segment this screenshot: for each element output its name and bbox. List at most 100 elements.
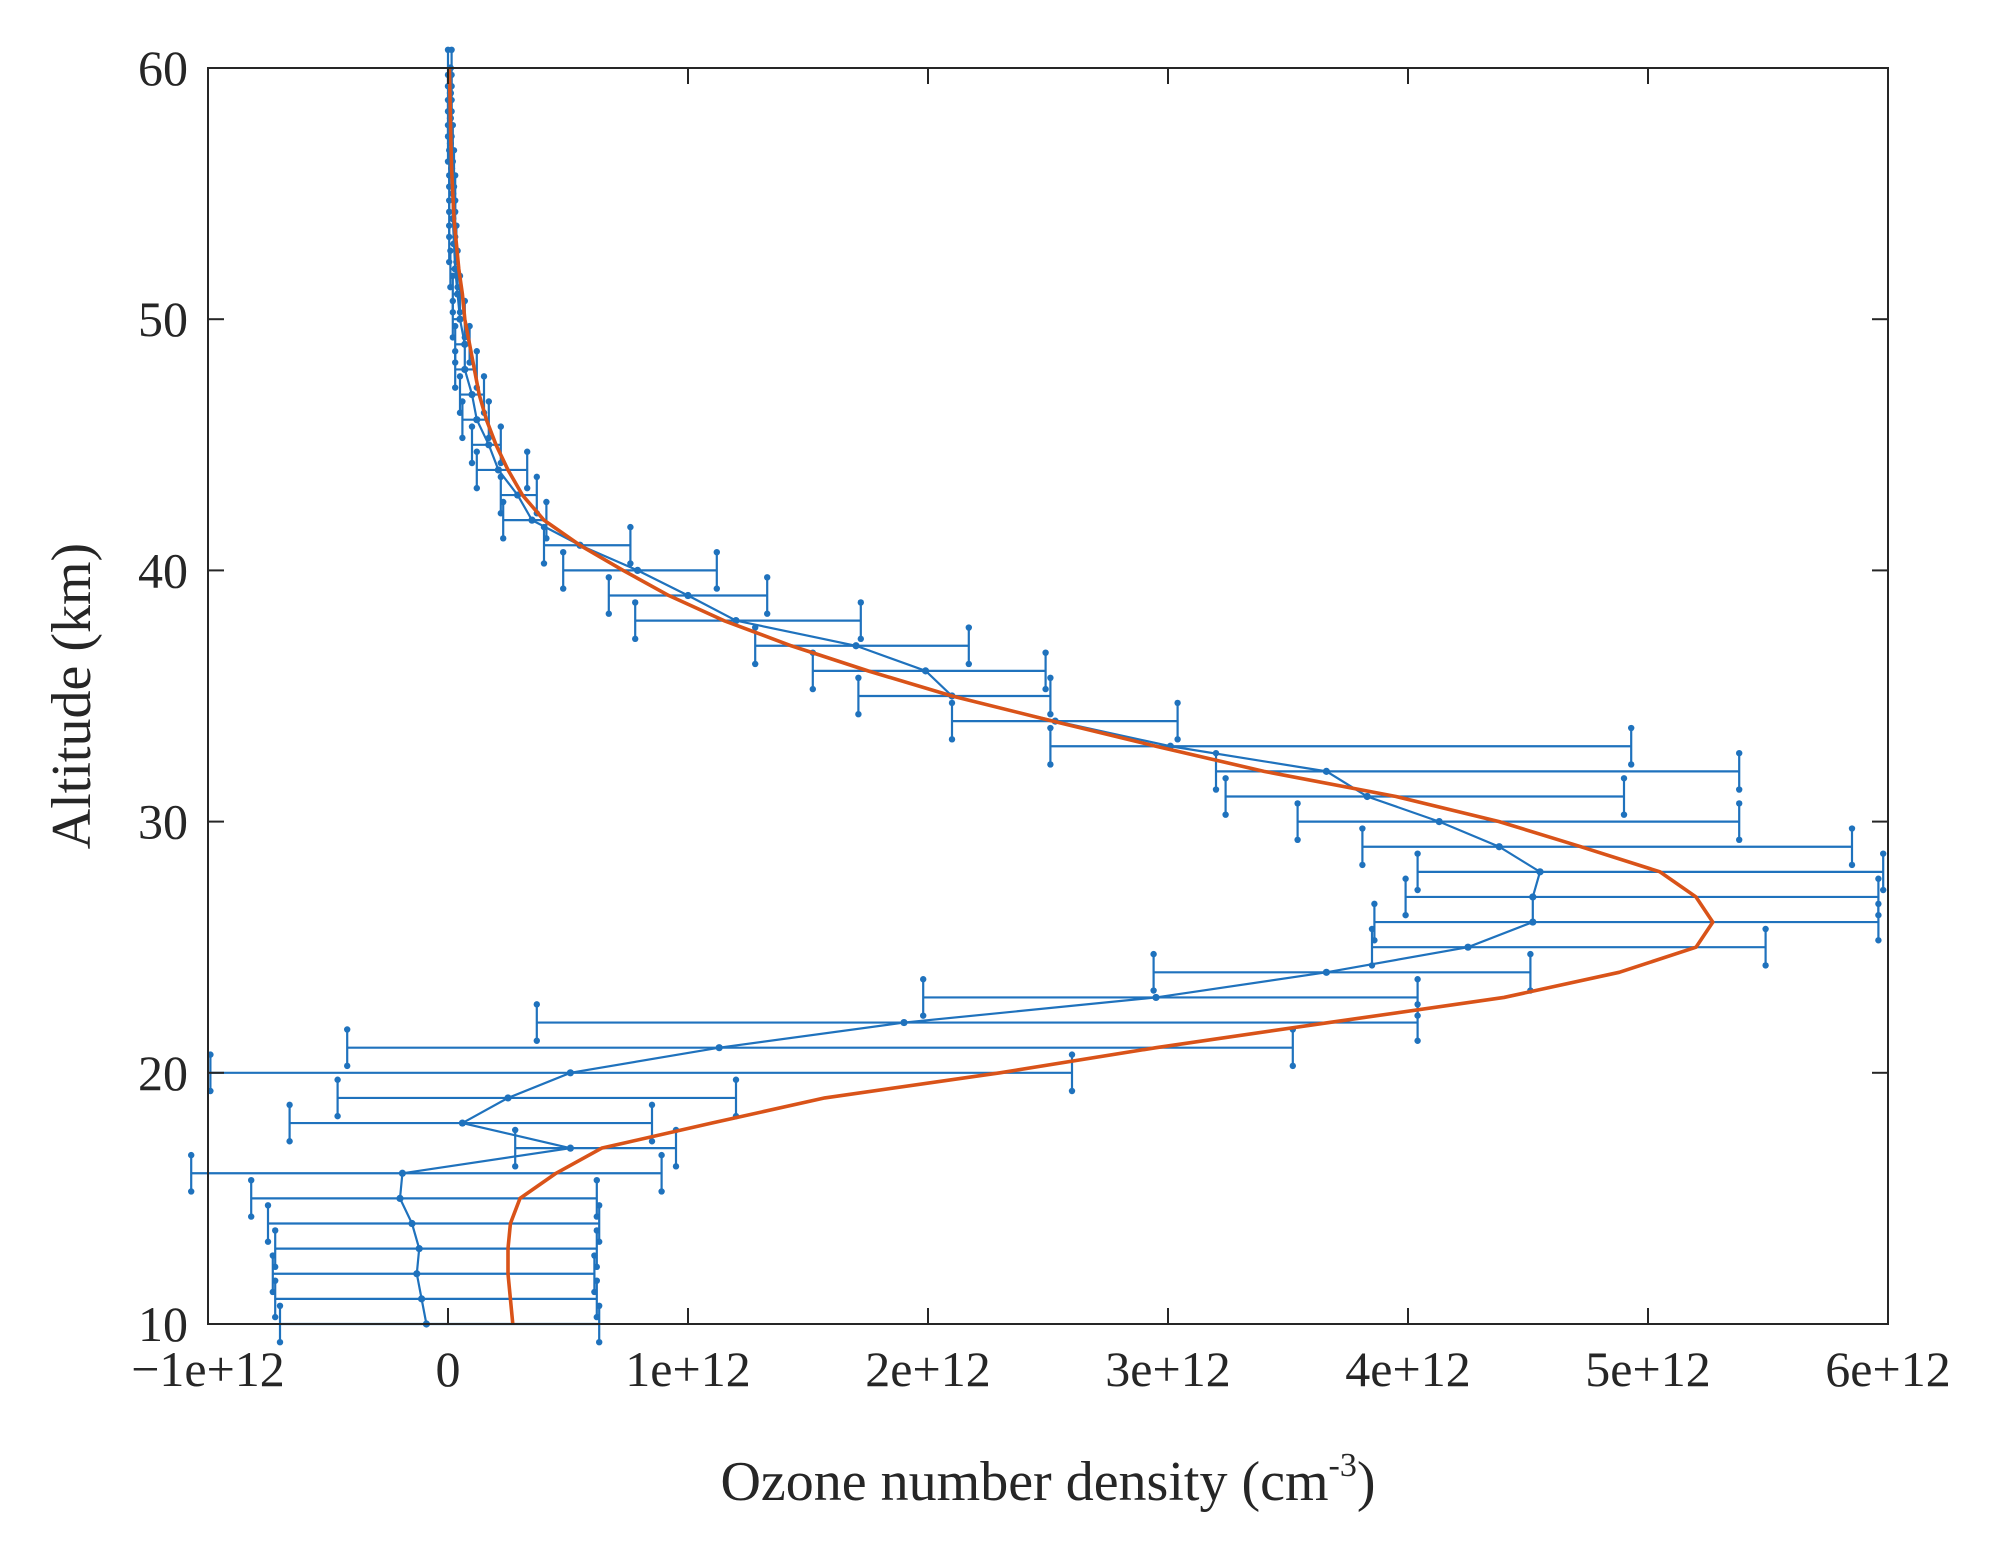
y-tick-label: 60 [138, 40, 188, 96]
errorbar-cap-dot [524, 484, 531, 492]
errorbar-cap-dot [1042, 649, 1049, 656]
errorbar-cap-dot [948, 699, 956, 707]
errorbar-cap-dot [540, 560, 548, 567]
errorbar-cap-dot [596, 1339, 603, 1346]
errorbar-cap-dot [560, 585, 567, 592]
errorbar-cap-dot [648, 1138, 656, 1145]
errorbar-cap-dot [713, 549, 720, 556]
errorbar-cap-dot [1047, 674, 1054, 681]
errorbar-cap-dot [272, 1313, 279, 1321]
errorbar-cap-dot [593, 1263, 600, 1271]
errorbar-cap-dot [533, 473, 540, 481]
errorbar-cap-dot [632, 635, 639, 643]
errorbar-cap-dot [1736, 800, 1743, 807]
errorbar-cap-dot [276, 1339, 284, 1346]
x-tick-label: −1e+12 [131, 1341, 285, 1397]
errorbar-cap-dot [452, 359, 459, 366]
x-axis-title: Ozone number density (cm-3) [720, 1447, 1375, 1513]
errorbar-cap-dot [855, 711, 862, 718]
x-tick-label: 1e+12 [625, 1341, 750, 1397]
errorbar-cap-dot [344, 1026, 351, 1033]
errorbar-cap-dot [1212, 786, 1220, 793]
errorbar-cap-dot [1848, 825, 1856, 832]
errorbar-cap-dot [497, 510, 504, 517]
errorbar-cap-dot [732, 1076, 740, 1083]
errorbar-cap-dot [473, 448, 480, 455]
errorbar-cap-dot [1414, 1012, 1421, 1019]
errorbar-cap-dot [188, 1151, 195, 1159]
errorbar-cap-dot [485, 398, 492, 405]
reference-line-series [447, 67, 1715, 1325]
errorbar-cap-dot [672, 1163, 680, 1170]
y-tick-label: 20 [138, 1045, 188, 1101]
retrieval-errorbar-series [188, 46, 1887, 1346]
x-tick-label: 0 [436, 1341, 461, 1397]
errorbar-cap-dot [809, 685, 816, 693]
errorbar-cap-dot [524, 448, 531, 455]
errorbar-cap-dot [269, 1288, 276, 1296]
errorbar-cap-dot [605, 610, 612, 617]
errorbar-cap-dot [533, 1037, 540, 1044]
errorbar-cap-dot [855, 674, 862, 681]
x-axis-title-text: Ozone number density (cm [720, 1451, 1328, 1513]
errorbar-cap-dot [1371, 937, 1378, 944]
errorbar-cap-dot [1359, 861, 1366, 869]
errorbar-point [1359, 825, 1856, 869]
errorbar-cap-dot [1880, 850, 1887, 857]
errorbar-cap-dot [1047, 761, 1054, 768]
errorbar-cap-dot [1848, 861, 1856, 869]
errorbar-cap-dot [713, 585, 720, 592]
errorbar-cap-dot [1875, 937, 1882, 944]
errorbar-cap-dot [1047, 724, 1054, 732]
errorbar-cap-dot [1875, 875, 1882, 882]
axes-box [207, 67, 1889, 1325]
errorbar-point [533, 1001, 1421, 1044]
errorbar-cap-dot [1414, 886, 1421, 894]
errorbar-cap-dot [512, 1126, 519, 1134]
errorbar-cap-dot [1628, 724, 1635, 732]
errorbar-cap-dot [452, 384, 459, 391]
errorbar-cap-dot [1289, 1062, 1297, 1070]
errorbar-cap-dot [764, 574, 771, 581]
errorbar-cap-dot [456, 373, 464, 380]
errorbar-cap-dot [446, 233, 453, 241]
errorbar-cap-dot [468, 423, 476, 430]
errorbar-cap-dot [1762, 962, 1769, 969]
y-tick-label: 10 [138, 1296, 188, 1352]
errorbar-cap-dot [1736, 836, 1743, 843]
errorbar-cap-dot [188, 1188, 195, 1195]
errorbar-cap-dot [752, 660, 759, 668]
errorbar-cap-dot [448, 46, 455, 53]
x-tick-label: 2e+12 [865, 1341, 990, 1397]
errorbar-cap-dot [344, 1062, 351, 1070]
errorbar-cap-dot [1222, 811, 1229, 818]
errorbar-cap-dot [1174, 699, 1181, 707]
errorbar-cap-dot [497, 423, 504, 430]
errorbar-cap-dot [591, 1288, 598, 1296]
y-tick-label: 50 [138, 291, 188, 347]
errorbar-cap-dot [1402, 875, 1409, 882]
x-tick-label: 6e+12 [1825, 1341, 1950, 1397]
errorbar-cap-dot [264, 1202, 272, 1209]
errorbar-cap-dot [334, 1076, 341, 1083]
errorbar-cap-dot [272, 1227, 279, 1234]
errorbar-cap-dot [473, 484, 480, 492]
errorbar-cap-dot [627, 560, 634, 567]
errorbar-cap-dot [1762, 925, 1769, 933]
errorbar-point [473, 448, 531, 492]
errorbar-cap-dot [605, 574, 612, 581]
errorbar-cap-dot [920, 1012, 927, 1019]
errorbar-cap-dot [920, 976, 927, 983]
errorbar-cap-dot [543, 535, 550, 542]
errorbar-cap-dot [1736, 786, 1743, 793]
errorbar-cap-dot [1042, 685, 1049, 693]
y-tick-label: 40 [138, 542, 188, 598]
errorbar-cap-dot [593, 1313, 600, 1321]
errorbar-cap-dot [965, 660, 972, 668]
y-axis-title: Altitude (km) [41, 543, 103, 849]
errorbar-cap-dot [248, 1213, 255, 1220]
errorbar-cap-dot [468, 459, 476, 467]
errorbar-point [1402, 875, 1882, 919]
errorbar-cap-dot [459, 434, 466, 442]
errorbar-point [286, 1101, 656, 1145]
